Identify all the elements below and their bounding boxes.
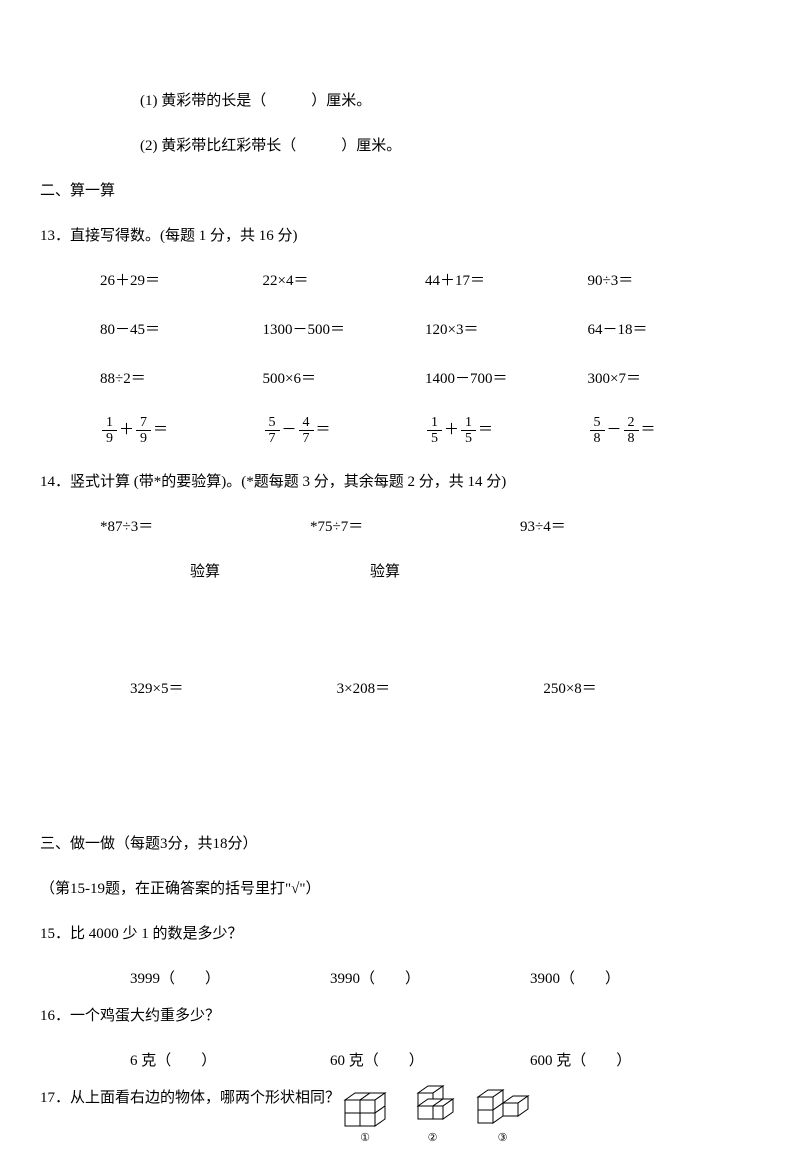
vert-cell: 250×8＝ xyxy=(543,676,750,703)
calc-cell: 80－45＝ xyxy=(100,317,263,344)
calc-row-2: 80－45＝ 1300－500＝ 120×3＝ 64－18＝ xyxy=(100,317,750,344)
cube-shapes: ① ② xyxy=(340,1085,530,1149)
q16-options: 6 克（ ） 60 克（ ） 600 克（ ） xyxy=(130,1048,750,1075)
q15-title: 15．比 4000 少 1 的数是多少？ xyxy=(40,921,750,948)
vert-cell: 93÷4＝ xyxy=(520,514,730,541)
option: 6 克（ ） xyxy=(130,1048,330,1075)
q13-title: 13．直接写得数。(每题 1 分，共 16 分) xyxy=(40,223,750,250)
q17-title: 17．从上面看右边的物体，哪两个形状相同？ xyxy=(40,1085,340,1112)
fraction-row: 19 ＋ 79 ＝ 57 － 47 ＝ 15 ＋ 15 ＝ 58 － 28 ＝ xyxy=(100,415,750,447)
cube-shape-1: ① xyxy=(340,1085,390,1149)
q14-title: 14．竖式计算 (带*的要验算)。(*题每题 3 分，其余每题 2 分，共 14… xyxy=(40,469,750,496)
section-3-header: 三、做一做（每题3分，共18分） xyxy=(40,831,750,858)
option: 600 克（ ） xyxy=(530,1048,730,1075)
question-sub-1: (1) 黄彩带的长是（ ）厘米。 xyxy=(140,88,750,115)
calc-cell: 500×6＝ xyxy=(263,366,426,393)
vert-cell: *75÷7＝ xyxy=(310,514,520,541)
calc-cell: 1400－700＝ xyxy=(425,366,588,393)
cube-label: ① xyxy=(360,1129,370,1149)
q15-options: 3999（ ） 3990（ ） 3900（ ） xyxy=(130,966,750,993)
calc-cell: 90÷3＝ xyxy=(588,268,751,295)
option: 3900（ ） xyxy=(530,966,730,993)
question-sub-2: (2) 黄彩带比红彩带长（ ）厘米。 xyxy=(140,133,750,160)
cube-label: ② xyxy=(428,1129,438,1149)
calc-row-1: 26＋29＝ 22×4＝ 44＋17＝ 90÷3＝ xyxy=(100,268,750,295)
fraction-expr: 19 ＋ 79 ＝ xyxy=(100,415,263,447)
calc-cell: 88÷2＝ xyxy=(100,366,263,393)
yanzhuan-label: 验算 xyxy=(190,559,370,586)
cube-label: ③ xyxy=(498,1129,508,1149)
vert-cell: 329×5＝ xyxy=(130,676,337,703)
fraction-expr: 57 － 47 ＝ xyxy=(263,415,426,447)
option: 3999（ ） xyxy=(130,966,330,993)
yanzhuan-row: 验算 验算 xyxy=(190,559,750,586)
yanzhuan-label: 验算 xyxy=(370,559,550,586)
q17-row: 17．从上面看右边的物体，哪两个形状相同？ ① xyxy=(40,1085,750,1149)
cube-shape-3: ③ xyxy=(475,1085,530,1149)
q14-row-2: 329×5＝ 3×208＝ 250×8＝ xyxy=(130,676,750,703)
calc-cell: 120×3＝ xyxy=(425,317,588,344)
vert-cell: 3×208＝ xyxy=(337,676,544,703)
calc-row-3: 88÷2＝ 500×6＝ 1400－700＝ 300×7＝ xyxy=(100,366,750,393)
fraction-expr: 15 ＋ 15 ＝ xyxy=(425,415,588,447)
calc-cell: 26＋29＝ xyxy=(100,268,263,295)
calc-cell: 44＋17＝ xyxy=(425,268,588,295)
vert-cell: *87÷3＝ xyxy=(100,514,310,541)
q16-title: 16．一个鸡蛋大约重多少？ xyxy=(40,1003,750,1030)
calc-cell: 1300－500＝ xyxy=(263,317,426,344)
calc-cell: 22×4＝ xyxy=(263,268,426,295)
option: 3990（ ） xyxy=(330,966,530,993)
section-2-header: 二、算一算 xyxy=(40,178,750,205)
section-3-note: （第15-19题，在正确答案的括号里打"√"） xyxy=(40,876,750,903)
fraction-expr: 58 － 28 ＝ xyxy=(588,415,751,447)
calc-cell: 64－18＝ xyxy=(588,317,751,344)
cube-shape-2: ② xyxy=(410,1085,455,1149)
option: 60 克（ ） xyxy=(330,1048,530,1075)
q14-row-1: *87÷3＝ *75÷7＝ 93÷4＝ xyxy=(100,514,750,541)
calc-cell: 300×7＝ xyxy=(588,366,751,393)
